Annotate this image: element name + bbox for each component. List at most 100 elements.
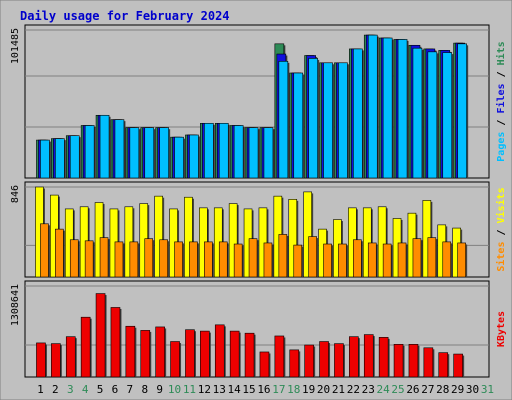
bar-sites [427,237,437,278]
legend-sites: Sites [495,242,507,272]
bar-kbytes [423,347,434,378]
bar-sites [233,243,243,278]
bar-pages [233,125,244,179]
bar-kbytes [214,324,225,378]
day-label: 18 [287,383,300,396]
bar-sites [293,244,303,278]
bar-sites [99,237,109,278]
bar-pages [353,48,363,179]
legend-files: Files [495,83,507,113]
bar-kbytes [393,344,404,378]
panel-visits-sites: 846 Sites / Visits [10,181,507,278]
bar-kbytes [438,352,449,378]
bar-sites [55,228,64,278]
day-label: 30 [466,383,479,396]
bar-sites [204,241,213,278]
bar-sites [353,239,362,278]
day-label: 21 [332,383,345,396]
day-label: 31 [481,383,494,396]
bar-kbytes [304,344,314,378]
day-label: 26 [406,383,419,396]
chart-title: Daily usage for February 2024 [20,9,230,23]
bar-sites [189,241,198,278]
legend-label: Pages / Files / Hits [495,41,507,161]
day-label: 13 [213,383,226,396]
y-tick-label: 101485 [10,28,21,64]
bar-kbytes [378,337,389,378]
bar-pages [99,114,110,179]
bar-kbytes [259,351,270,378]
day-label: 2 [52,383,59,396]
y-tick-label: 1308641 [10,284,21,326]
bar-pages [84,125,95,179]
day-label: 3 [67,383,74,396]
legend-visits: Visits [495,187,507,223]
day-label: 6 [112,383,119,396]
bar-pages [69,135,80,179]
bar-sites [278,234,288,278]
bar-sites [263,242,273,278]
bar-pages [189,134,199,179]
bar-sites [114,241,124,278]
bar-pages [174,136,184,179]
panel-hits-files-pages: 101485 Pages / Files / Hits [10,24,507,179]
day-label: 17 [272,383,285,396]
day-label: 5 [97,383,104,396]
bar-kbytes [170,341,180,378]
bar-kbytes [319,341,329,378]
bar-sites [144,238,154,278]
bar-kbytes [110,307,121,378]
bar-kbytes [453,353,463,378]
day-label: 4 [82,383,89,396]
legend-kbytes: KBytes [496,311,507,347]
day-label: 25 [391,383,404,396]
bar-pages [427,51,438,179]
day-label: 24 [377,383,391,396]
day-label: 20 [317,383,330,396]
panel-kbytes: 1308641 KBytes [10,280,507,378]
bar-visits [154,195,163,278]
bar-visits [258,207,268,278]
y-tick-label: 846 [10,185,21,203]
day-label: 7 [127,383,134,396]
bar-kbytes [80,316,91,378]
bar-pages [367,34,378,179]
bar-pages [308,58,318,179]
bar-kbytes [229,330,240,378]
bar-sites [159,239,168,278]
legend-label: Sites / Visits [495,187,507,271]
bar-kbytes [289,349,300,378]
legend-hits: Hits [495,41,507,65]
day-label: 16 [257,383,270,396]
day-label: 22 [347,383,360,396]
bar-pages [55,138,65,179]
bar-visits [362,207,372,278]
bar-visits [303,191,312,278]
bar-pages [40,139,50,179]
bar-kbytes [51,343,61,378]
bar-pages [338,62,348,179]
bar-kbytes [140,330,151,378]
legend-separator: / [496,223,507,241]
bar-sites [338,243,347,278]
bar-pages [159,127,169,179]
bar-pages [263,127,274,179]
bar-pages [323,62,333,179]
day-label: 10 [168,383,181,396]
day-label: 19 [302,383,315,396]
bar-sites [457,242,466,278]
bar-pages [412,47,423,179]
day-label: 23 [362,383,375,396]
bar-pages [144,127,155,179]
bar-pages [293,72,304,179]
bar-visits [228,203,238,278]
day-label: 12 [198,383,211,396]
bar-pages [204,123,214,179]
bar-sites [397,242,407,278]
day-label: 8 [141,383,148,396]
bar-visits [377,206,387,278]
bar-pages [218,123,229,179]
bar-kbytes [36,342,46,378]
bar-sites [40,223,49,278]
